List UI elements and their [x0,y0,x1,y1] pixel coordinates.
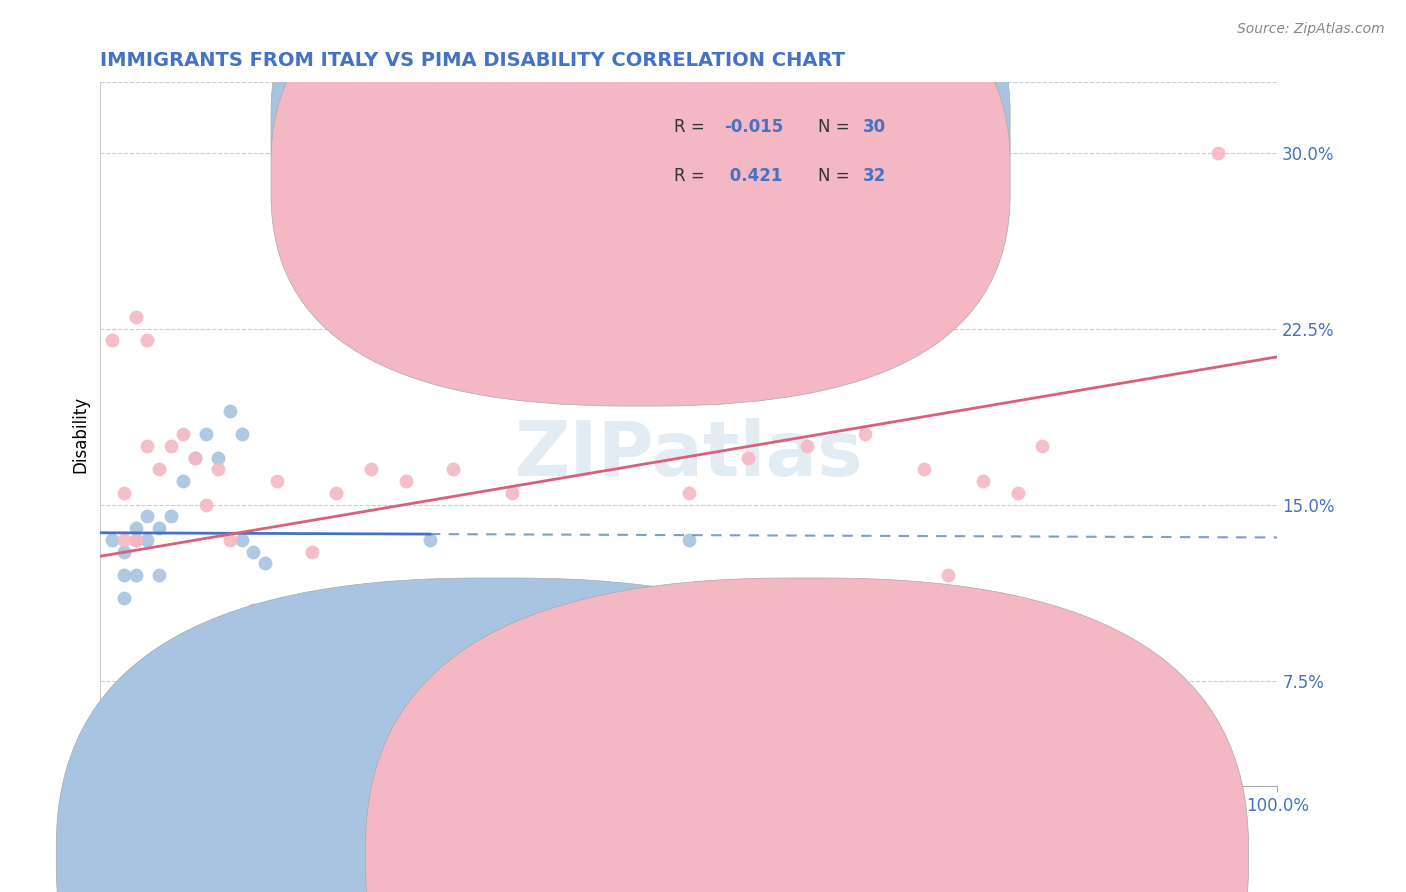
Point [972,474,994,488]
Point [254,556,277,570]
Text: Immigrants from Italy: Immigrants from Italy [534,847,714,865]
Point [936,568,959,582]
Point [101,334,124,348]
Text: 0.421: 0.421 [724,167,783,185]
Point [172,427,194,442]
Point [183,450,205,465]
Point [124,568,146,582]
Point [160,439,183,453]
FancyBboxPatch shape [271,0,1010,406]
Point [1031,439,1053,453]
Point [242,544,264,558]
Point [1007,486,1029,500]
Point [796,439,818,453]
Point [231,533,253,547]
Point [112,568,135,582]
Point [136,439,159,453]
Y-axis label: Disability: Disability [72,396,89,473]
Point [124,521,146,535]
Point [290,650,312,665]
Point [160,509,183,524]
Point [183,450,205,465]
Point [349,650,371,665]
Text: ZIPatlas: ZIPatlas [515,418,863,492]
Text: N =: N = [818,167,855,185]
Point [112,591,135,606]
Point [136,533,159,547]
Point [218,404,240,418]
Point [124,310,146,324]
Point [195,498,218,512]
Point [266,603,288,617]
Point [419,533,441,547]
Point [301,544,323,558]
Point [136,509,159,524]
Point [148,462,170,476]
Point [371,639,394,653]
Point [325,486,347,500]
Text: Pima: Pima [844,847,884,865]
Point [148,521,170,535]
Text: IMMIGRANTS FROM ITALY VS PIMA DISABILITY CORRELATION CHART: IMMIGRANTS FROM ITALY VS PIMA DISABILITY… [100,51,845,70]
Point [853,427,876,442]
Point [231,427,253,442]
Text: N =: N = [818,118,855,136]
Point [360,462,382,476]
Text: 32: 32 [863,167,886,185]
Point [124,533,146,547]
Point [395,474,418,488]
Point [136,334,159,348]
Text: 30: 30 [863,118,886,136]
Point [112,533,135,547]
Point [277,639,299,653]
Point [207,462,229,476]
Point [195,427,218,442]
Point [678,533,700,547]
Point [678,486,700,500]
Text: R =: R = [673,118,710,136]
Point [441,462,464,476]
Point [737,450,759,465]
FancyBboxPatch shape [606,96,1007,212]
Point [266,474,288,488]
Point [172,474,194,488]
Point [124,533,146,547]
Point [501,486,523,500]
Text: R =: R = [673,167,710,185]
Text: Source: ZipAtlas.com: Source: ZipAtlas.com [1237,22,1385,37]
Point [242,603,264,617]
Point [1208,145,1230,160]
Point [207,450,229,465]
FancyBboxPatch shape [271,0,1010,357]
Point [912,462,935,476]
Point [148,568,170,582]
Point [112,544,135,558]
Point [101,533,124,547]
Point [737,615,759,629]
Point [325,639,347,653]
Point [218,533,240,547]
Text: -0.015: -0.015 [724,118,783,136]
Point [112,486,135,500]
